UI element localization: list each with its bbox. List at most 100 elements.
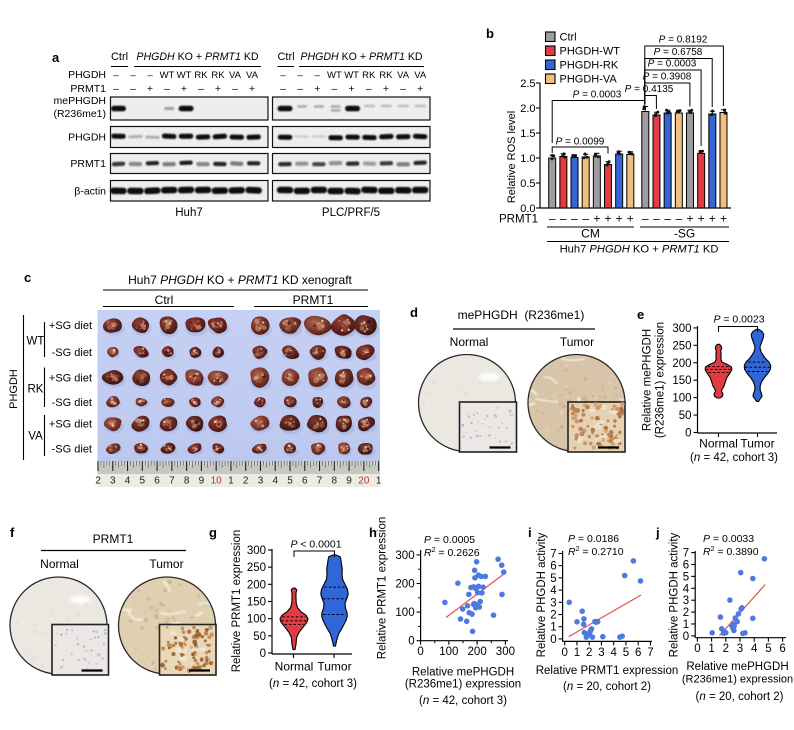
svg-text:Relative ROS level: Relative ROS level (506, 111, 518, 203)
svg-text:P = 0.0005: P = 0.0005 (424, 534, 475, 546)
svg-text:3: 3 (598, 647, 604, 659)
svg-text:–: – (280, 70, 286, 81)
svg-text:Relative PHGDH activity: Relative PHGDH activity (669, 532, 681, 657)
svg-text:PHGDH KO + PRMT1 KD: PHGDH KO + PRMT1 KD (300, 51, 423, 63)
svg-text:–: – (113, 83, 119, 95)
svg-text:Relative PRMT1 expression: Relative PRMT1 expression (536, 665, 679, 677)
svg-text:300: 300 (496, 646, 515, 658)
svg-text:VA: VA (397, 70, 410, 81)
svg-text:-SG: -SG (674, 227, 695, 241)
svg-text:+: + (314, 83, 320, 95)
svg-text:Tumor: Tumor (740, 437, 774, 451)
svg-text:+: + (686, 212, 693, 226)
svg-text:+: + (417, 83, 423, 95)
svg-text:–: – (232, 83, 238, 95)
svg-text:Relative PRMT1 expression: Relative PRMT1 expression (377, 517, 389, 660)
svg-text:PHGDH: PHGDH (68, 69, 106, 81)
svg-text:8: 8 (332, 476, 338, 487)
svg-text:P = 0.4135: P = 0.4135 (625, 84, 674, 95)
svg-text:+SG diet: +SG diet (49, 320, 92, 332)
svg-text:(n = 20, cohort 2): (n = 20, cohort 2) (563, 681, 651, 693)
svg-text:–: – (549, 212, 556, 226)
svg-text:Huh7: Huh7 (175, 207, 203, 219)
svg-text:5: 5 (140, 476, 146, 487)
svg-text:–: – (653, 212, 660, 226)
svg-text:6: 6 (302, 476, 308, 487)
svg-text:Ctrl: Ctrl (155, 293, 174, 307)
svg-text:2: 2 (723, 643, 729, 655)
svg-text:2: 2 (683, 607, 689, 619)
svg-text:0: 0 (408, 636, 414, 648)
svg-text:–: – (297, 83, 303, 95)
svg-text:2: 2 (550, 610, 556, 622)
svg-text:e: e (637, 307, 644, 322)
svg-text:+: + (249, 83, 255, 95)
svg-text:0.5: 0.5 (520, 178, 535, 190)
svg-text:4: 4 (610, 647, 617, 659)
svg-text:+: + (147, 83, 153, 95)
svg-text:100: 100 (672, 393, 691, 405)
svg-text:+: + (720, 212, 727, 226)
svg-text:R2 = 0.2710: R2 = 0.2710 (568, 546, 624, 558)
svg-text:WT: WT (344, 70, 359, 81)
svg-text:100: 100 (247, 614, 266, 626)
svg-text:–: – (642, 212, 649, 226)
svg-text:P = 0.0003: P = 0.0003 (573, 90, 622, 101)
svg-text:WT: WT (160, 70, 175, 81)
svg-text:c: c (24, 270, 31, 285)
svg-text:+: + (604, 212, 611, 226)
svg-text:+: + (383, 83, 389, 95)
svg-text:RK: RK (362, 70, 376, 81)
svg-text:R2 = 0.3890: R2 = 0.3890 (703, 546, 759, 558)
svg-text:j: j (655, 525, 660, 540)
svg-text:–: – (147, 70, 153, 81)
svg-text:50: 50 (679, 410, 692, 422)
svg-text:5: 5 (550, 573, 556, 585)
svg-text:P = 0.6758: P = 0.6758 (654, 47, 703, 58)
svg-text:(n = 20, cohort 2): (n = 20, cohort 2) (696, 691, 784, 703)
svg-text:PHGDH-RK: PHGDH-RK (560, 60, 619, 72)
svg-text:20: 20 (358, 476, 370, 487)
svg-text:0: 0 (694, 643, 700, 655)
svg-text:5: 5 (623, 647, 629, 659)
svg-text:mePHGDH (R236me1): mePHGDH (R236me1) (458, 308, 585, 322)
svg-text:PHGDH: PHGDH (8, 369, 20, 409)
svg-text:(n = 42, cohort 3): (n = 42, cohort 3) (690, 452, 778, 464)
svg-text:1: 1 (574, 647, 580, 659)
svg-text:150: 150 (247, 596, 266, 608)
svg-text:Huh7 PHGDH KO + PRMT1 KD xenog: Huh7 PHGDH KO + PRMT1 KD xenograft (128, 273, 352, 287)
svg-text:(n = 42, cohort 3): (n = 42, cohort 3) (419, 695, 507, 707)
svg-text:5: 5 (683, 571, 689, 583)
svg-text:RK: RK (28, 384, 44, 396)
svg-text:Ctrl: Ctrl (277, 51, 294, 63)
svg-text:3: 3 (683, 595, 689, 607)
svg-text:P < 0.0001: P < 0.0001 (290, 539, 341, 551)
svg-text:P = 0.8192: P = 0.8192 (659, 35, 708, 46)
svg-text:–: – (198, 83, 204, 95)
svg-text:1.0: 1.0 (520, 153, 535, 165)
svg-text:Tumor: Tumor (317, 660, 351, 674)
svg-text:3: 3 (550, 597, 556, 609)
svg-text:WT: WT (27, 336, 45, 348)
svg-text:P = 0.3908: P = 0.3908 (643, 72, 692, 83)
svg-text:(n = 42, cohort 3): (n = 42, cohort 3) (269, 678, 357, 690)
svg-text:6: 6 (550, 561, 556, 573)
svg-text:7: 7 (550, 549, 556, 561)
svg-text:9: 9 (199, 476, 205, 487)
svg-text:7: 7 (683, 548, 689, 560)
svg-text:250: 250 (247, 562, 266, 574)
svg-text:–: – (280, 83, 286, 95)
svg-text:Normal: Normal (450, 335, 489, 349)
svg-text:0: 0 (550, 634, 556, 646)
svg-text:Relative mePHGDH: Relative mePHGDH (686, 661, 788, 673)
svg-text:+: + (698, 212, 705, 226)
svg-text:1: 1 (683, 619, 689, 631)
svg-text:–: – (366, 83, 372, 95)
svg-text:VA: VA (414, 70, 427, 81)
svg-text:a: a (52, 50, 60, 65)
svg-text:+: + (349, 83, 355, 95)
svg-text:1.5: 1.5 (520, 128, 535, 140)
svg-text:1: 1 (708, 643, 714, 655)
svg-text:+: + (181, 83, 187, 95)
svg-text:i: i (528, 525, 532, 540)
